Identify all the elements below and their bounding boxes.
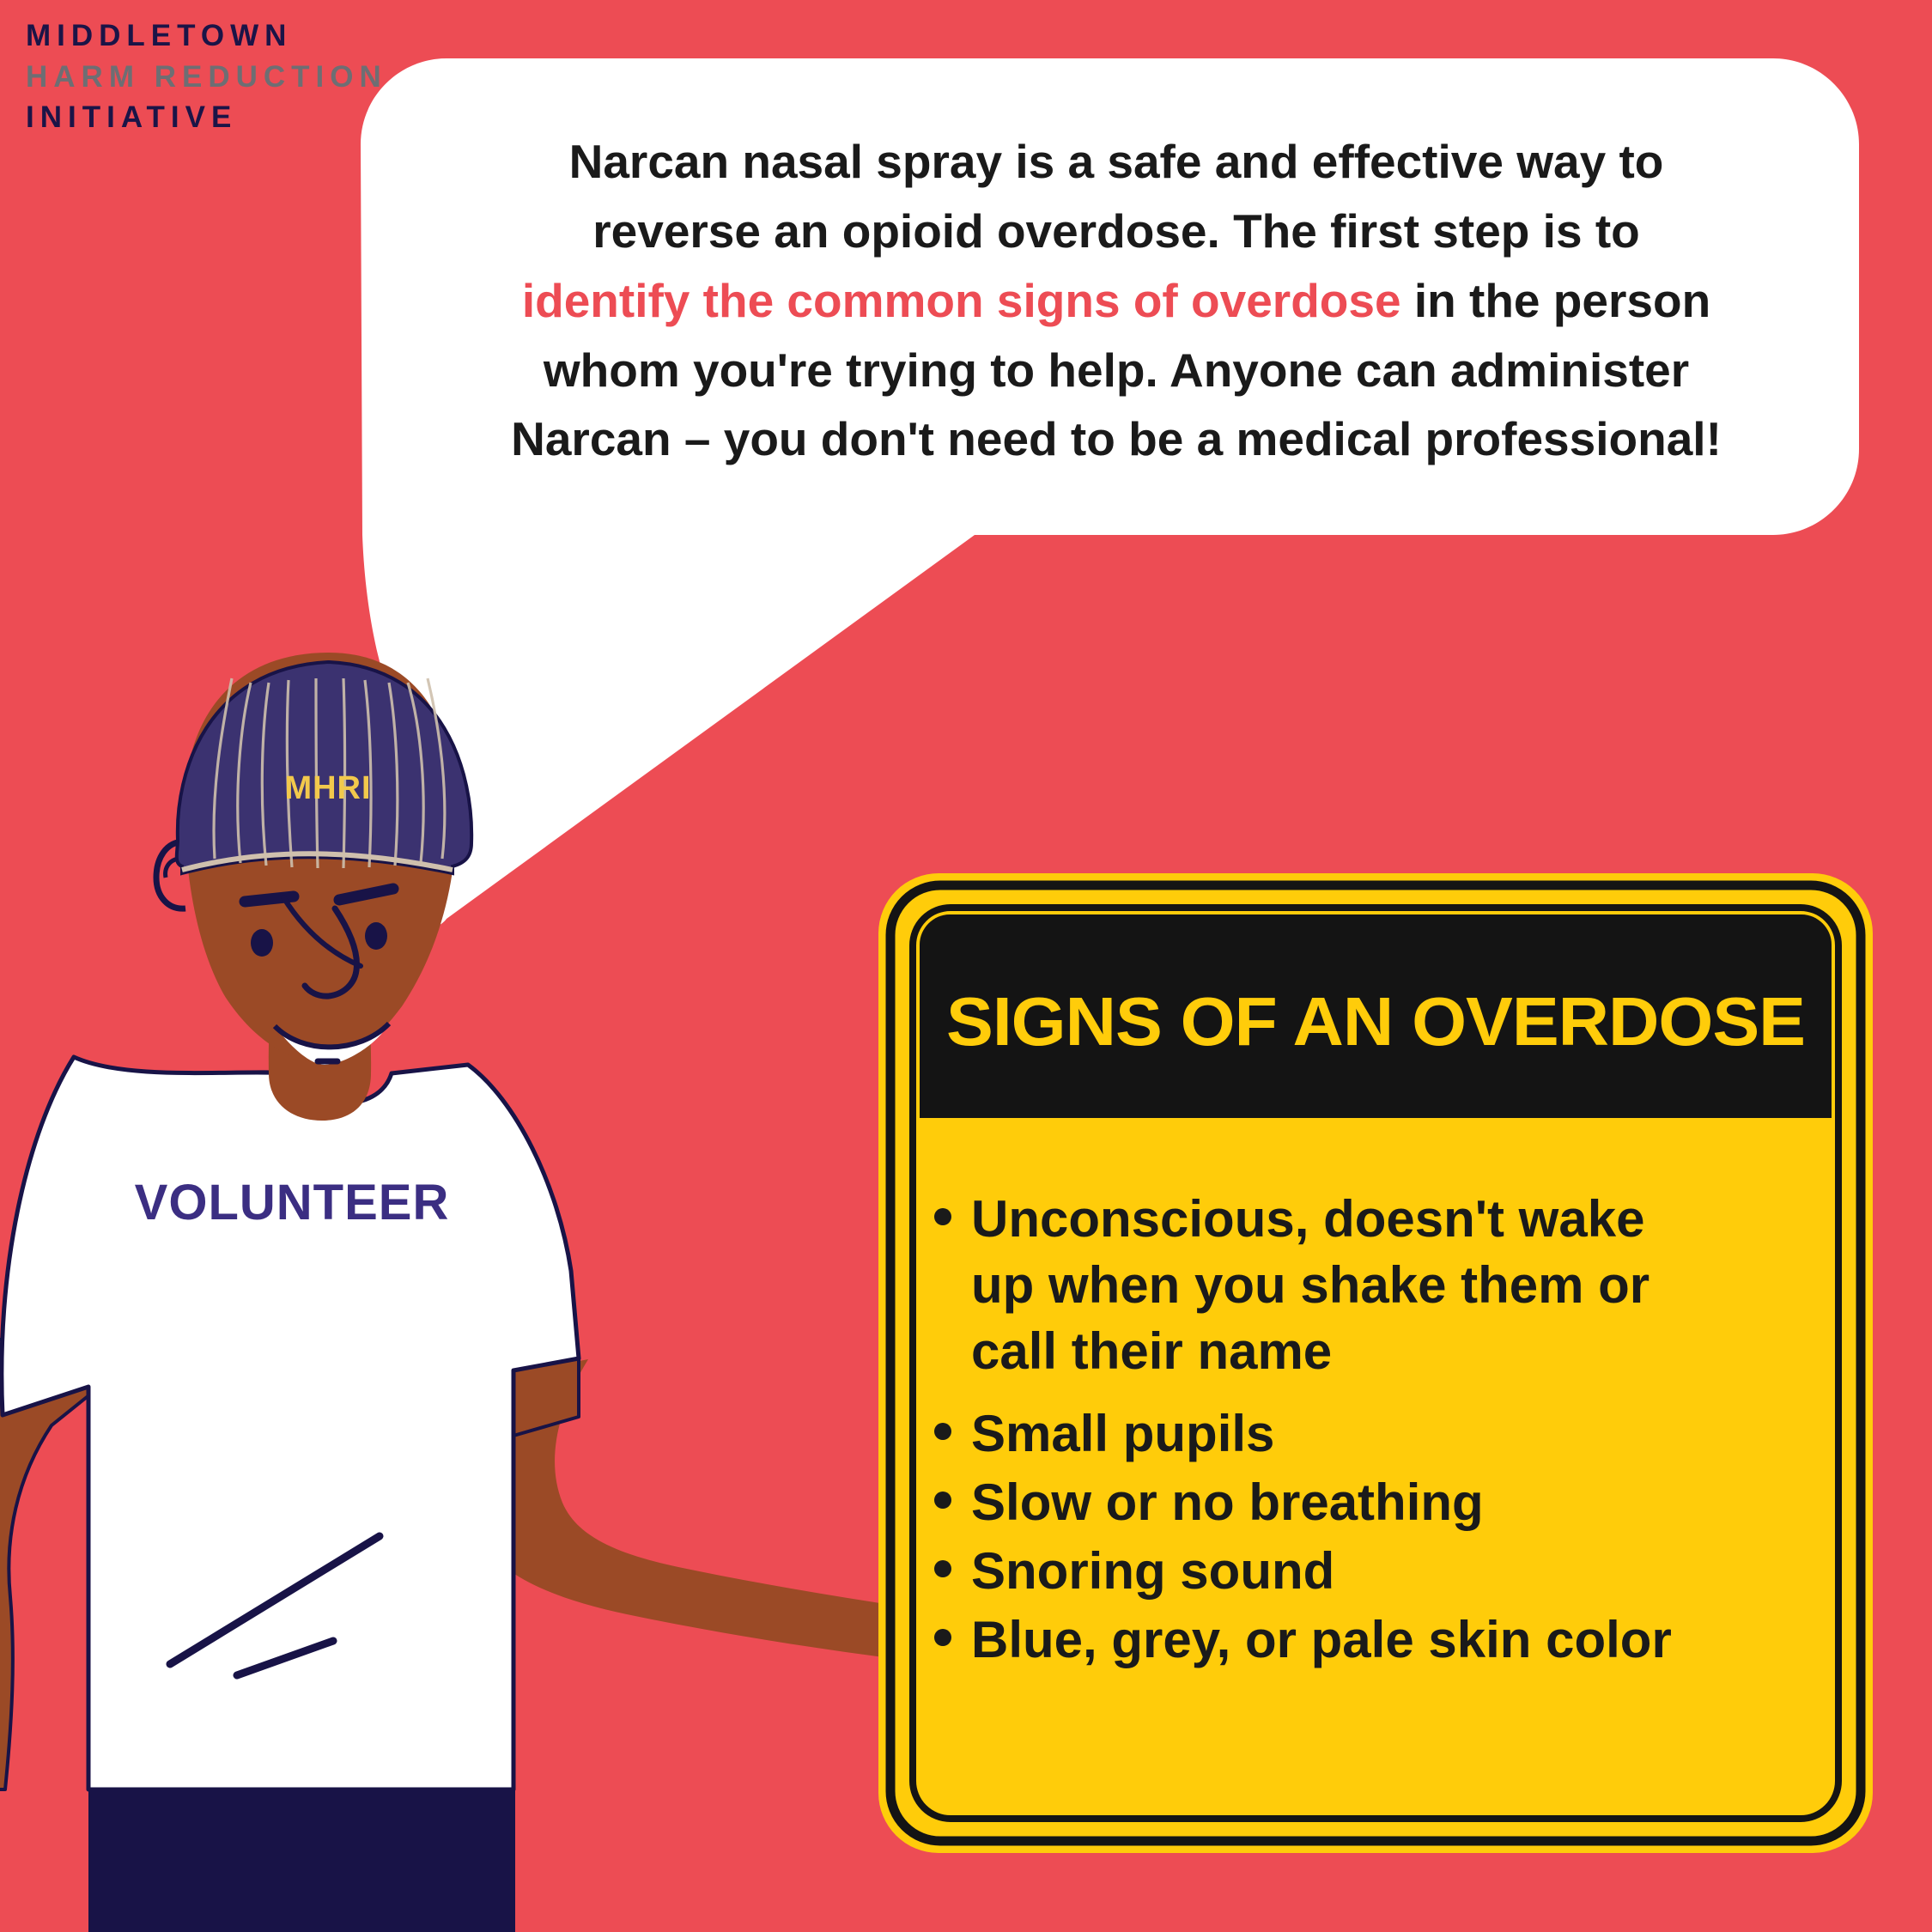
svg-text:call their name: call their name (971, 1322, 1332, 1380)
svg-text:Snoring sound: Snoring sound (971, 1542, 1334, 1600)
svg-text:Slow or no breathing: Slow or no breathing (971, 1473, 1484, 1531)
svg-text:SIGNS OF AN OVERDOSE: SIGNS OF AN OVERDOSE (946, 983, 1805, 1060)
svg-text:Blue, grey, or pale skin color: Blue, grey, or pale skin color (971, 1611, 1672, 1668)
svg-text:VOLUNTEER: VOLUNTEER (135, 1175, 450, 1230)
svg-text:Unconscious, doesn't wake: Unconscious, doesn't wake (971, 1190, 1644, 1248)
svg-text:Small pupils: Small pupils (971, 1405, 1274, 1462)
svg-text:MHRI: MHRI (284, 770, 371, 806)
svg-text:up when you shake them or: up when you shake them or (971, 1256, 1649, 1314)
